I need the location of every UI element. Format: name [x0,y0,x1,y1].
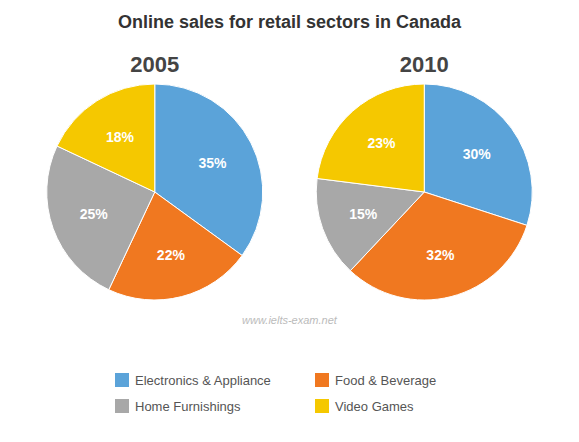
data-label: 22% [157,247,186,263]
legend-entry: Food & Beverage [335,373,436,388]
data-label: 35% [198,155,227,171]
pie-slice [317,84,424,192]
legend-entry: Electronics & Appliance [135,373,271,388]
legend-swatch [315,373,329,387]
data-label: 25% [80,206,109,222]
data-label: 23% [367,135,396,151]
pie-slice [316,178,424,270]
series-title: 2010 [400,52,449,77]
legend-swatch [315,399,329,413]
data-label: 32% [426,247,455,263]
legend-entry: Home Furnishings [135,399,241,414]
title: Online sales for retail sectors in Canad… [118,12,462,32]
legend-swatch [115,399,129,413]
annotation: www.ielts-exam.net [242,314,338,326]
chart: Online sales for retail sectors in Canad… [0,0,579,442]
data-label: 15% [349,206,378,222]
legend-entry: Video Games [335,399,414,414]
data-label: 30% [463,146,492,162]
data-label: 18% [106,129,135,145]
legend: Electronics & Appliance Food & Beverage Ho… [115,373,436,414]
pie-slice [57,84,155,192]
pie: 30% 32% 15% 23% [316,84,532,300]
pie: 35% 22% 25% 18% [47,84,263,300]
series-title: 2005 [130,52,179,77]
legend-swatch [115,373,129,387]
